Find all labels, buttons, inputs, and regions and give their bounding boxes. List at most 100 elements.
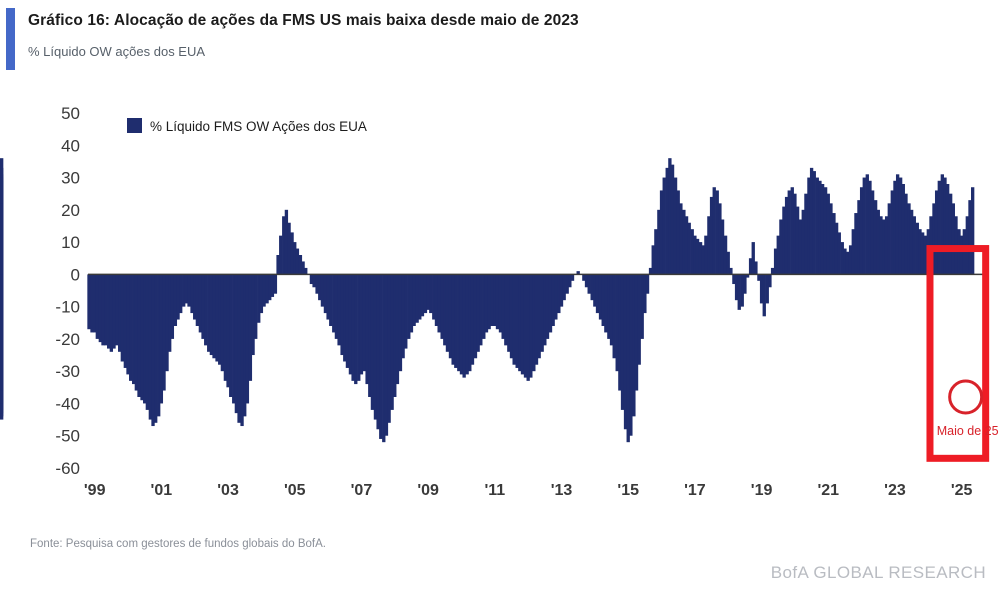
chart-bar: [665, 167, 669, 275]
y-axis-tick-label: 40: [61, 136, 80, 155]
chart-bar: [545, 274, 550, 339]
legend-swatch-0: [127, 118, 142, 133]
y-axis-tick-label: 10: [61, 233, 80, 252]
chart-bar: [518, 274, 522, 372]
chart-bar: [134, 274, 139, 391]
chart-bar: [879, 216, 883, 275]
chart-bar: [157, 274, 161, 417]
chart-bar: [718, 203, 722, 275]
chart-bar: [470, 274, 475, 365]
chart-bar: [587, 274, 591, 294]
bar-series-group: [0, 158, 975, 443]
chart-bar: [901, 184, 905, 275]
chart-bar: [548, 274, 553, 333]
chart-bar: [707, 216, 711, 275]
chart-bar: [248, 274, 253, 381]
chart-bar: [607, 274, 611, 339]
chart-bar: [615, 274, 619, 372]
chart-bar: [737, 274, 741, 310]
chart-bar: [732, 274, 736, 285]
chart-bar: [845, 251, 850, 275]
chart-bar: [826, 193, 830, 275]
chart-bar: [495, 274, 500, 330]
chart-bar: [357, 274, 361, 381]
chart-bar: [757, 274, 761, 281]
chart-bar: [843, 248, 847, 275]
chart-bar: [893, 180, 897, 275]
chart-bar: [326, 274, 330, 320]
x-axis-tick-label: '15: [617, 482, 639, 499]
chart-bar: [365, 274, 369, 385]
chart-bar: [343, 274, 347, 362]
chart-bar: [498, 274, 503, 333]
chart-bar: [754, 261, 758, 275]
chart-bar: [782, 206, 786, 275]
chart-bar: [237, 274, 241, 423]
chart-bar: [945, 184, 950, 275]
chart-bar: [234, 274, 239, 414]
chart-bar: [940, 174, 944, 275]
chart-bar: [398, 274, 403, 372]
chart-bar: [412, 274, 416, 326]
chart-bar: [882, 219, 886, 275]
x-axis-tick-label: '05: [284, 482, 306, 499]
chart-bar: [507, 274, 511, 352]
chart-bar: [520, 274, 525, 375]
chart-bar: [484, 274, 489, 333]
chart-bar: [537, 274, 541, 359]
chart-bar: [873, 200, 878, 275]
chart-bar: [301, 261, 305, 275]
chart-bar: [593, 274, 597, 307]
chart-bar: [715, 190, 719, 275]
chart-bar: [409, 274, 414, 333]
chart-bar: [468, 274, 472, 372]
chart-bar: [918, 229, 922, 275]
chart-bar: [512, 274, 516, 365]
chart-bar: [254, 274, 258, 339]
y-axis-tick-label: -20: [55, 330, 80, 349]
chart-bar: [465, 274, 469, 375]
chart-bar: [290, 232, 294, 275]
page-title: Gráfico 16: Alocação de ações da FMS US …: [28, 12, 579, 29]
x-axis-tick-label: '11: [484, 482, 505, 499]
chart-bar: [337, 274, 341, 346]
chart-bar: [0, 274, 4, 391]
chart-bar: [643, 274, 647, 314]
x-axis-tick-group: '99 '01 '03 '05 '07 '09 '11 '13 '15 '17 '19 '21 '23 '…: [84, 482, 973, 499]
chart-bar: [501, 274, 505, 339]
chart-bar: [948, 193, 953, 275]
chart-bar: [345, 274, 350, 368]
chart-bar: [212, 274, 216, 359]
chart-bar: [459, 274, 464, 375]
chart-bar: [93, 274, 97, 333]
chart-bar: [462, 274, 466, 378]
chart-bar: [865, 174, 869, 275]
chart-bar: [173, 274, 178, 326]
chart-bar: [132, 274, 136, 385]
chart-bar: [232, 274, 236, 404]
chart-bar: [829, 203, 833, 275]
chart-bar: [437, 274, 441, 333]
chart-bar: [773, 248, 778, 275]
chart-bar: [504, 274, 508, 346]
chart-bar: [762, 274, 766, 317]
chart-bar: [904, 193, 908, 275]
chart-bar: [651, 245, 655, 275]
chart-bar: [595, 274, 600, 314]
chart-bar: [787, 190, 791, 275]
chart-bar: [559, 274, 564, 307]
chart-bar: [101, 274, 105, 346]
chart-bar: [479, 274, 483, 346]
chart-bar: [895, 174, 900, 275]
chart-bar: [890, 190, 894, 275]
chart-bar: [923, 235, 928, 275]
chart-bar: [840, 242, 844, 275]
chart-bar: [429, 274, 433, 314]
chart-bar: [126, 274, 130, 375]
chart-bar: [809, 167, 814, 275]
chart-bar: [887, 203, 891, 275]
chart-bar: [159, 274, 164, 404]
